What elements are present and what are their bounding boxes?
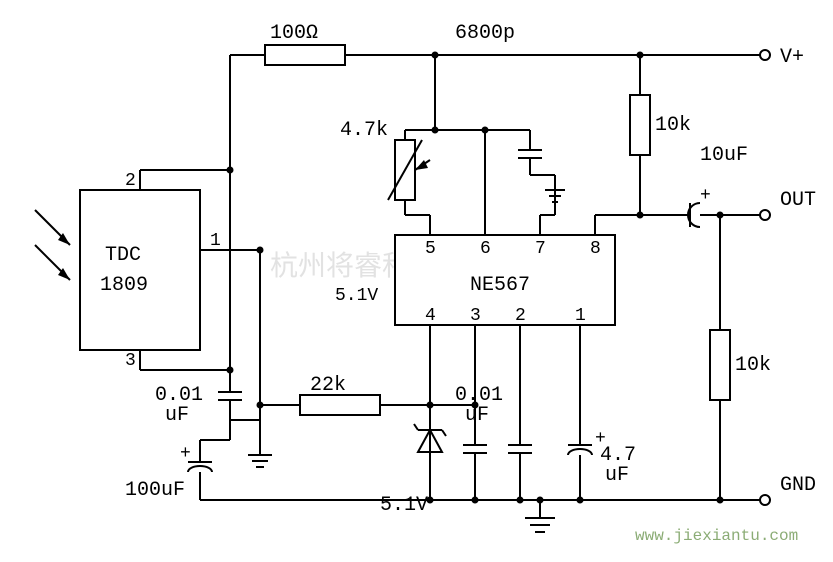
ic-tdc1809: [80, 190, 200, 350]
tdc-pin3: 3: [125, 351, 136, 371]
ne567-pin4: 4: [425, 306, 436, 326]
tdc-pin1: 1: [210, 231, 221, 251]
ne567-pin7: 7: [535, 239, 546, 259]
label-c2: 10uF: [700, 144, 748, 167]
input-arrows: [35, 210, 70, 280]
ne567-pin3: 3: [470, 306, 481, 326]
label-pot: 4.7k: [340, 119, 388, 142]
ne567-pin4-5v1: 5.1V: [335, 286, 378, 306]
terminal-gnd: [760, 495, 770, 505]
schematic-canvas: 杭州将睿科技有限公司 V+ TDC 1809 2 1 3 100Ω: [0, 0, 833, 562]
watermark-bottom: www.jiexiantu.com: [635, 527, 798, 545]
terminal-out: [760, 210, 770, 220]
potentiometer: [388, 140, 430, 200]
ne567-pin6: 6: [480, 239, 491, 259]
resistor-r3: [710, 330, 730, 400]
ne567-pin2: 2: [515, 306, 526, 326]
label-c6-line2: uF: [605, 464, 629, 487]
terminal-vplus: [760, 50, 770, 60]
label-out: OUT: [780, 189, 816, 212]
label-r1: 100Ω: [270, 22, 318, 45]
ic-tdc1809-label-line1: TDC: [105, 244, 141, 267]
label-c4: 100uF: [125, 479, 185, 502]
ic-tdc1809-label-line2: 1809: [100, 274, 148, 297]
resistor-r4: [300, 395, 380, 415]
ne567-pin5: 5: [425, 239, 436, 259]
label-c1: 6800p: [455, 22, 515, 45]
capacitor-c8: [508, 435, 532, 500]
tdc-pin2: 2: [125, 171, 136, 191]
label-r2: 10k: [655, 114, 691, 137]
svg-text:+: +: [700, 186, 711, 206]
resistor-r1: [265, 45, 345, 65]
label-c3-line2: uF: [165, 404, 189, 427]
ground-c3: [248, 455, 272, 467]
capacitor-c7: [518, 130, 542, 175]
capacitor-c2: +: [688, 186, 711, 227]
label-r4: 22k: [310, 374, 346, 397]
label-vplus: V+: [780, 46, 804, 69]
capacitor-c3: [218, 370, 242, 420]
resistor-r2: [630, 55, 650, 215]
label-gnd: GND: [780, 474, 816, 497]
label-c5-line2: uF: [465, 404, 489, 427]
label-r3: 10k: [735, 354, 771, 377]
ne567-pin8: 8: [590, 239, 601, 259]
ic-ne567-label: NE567: [470, 274, 530, 297]
ne567-pin1: 1: [575, 306, 586, 326]
svg-text:+: +: [180, 444, 191, 464]
label-zener: 5.1V: [380, 494, 428, 517]
ground-main: [525, 518, 555, 532]
